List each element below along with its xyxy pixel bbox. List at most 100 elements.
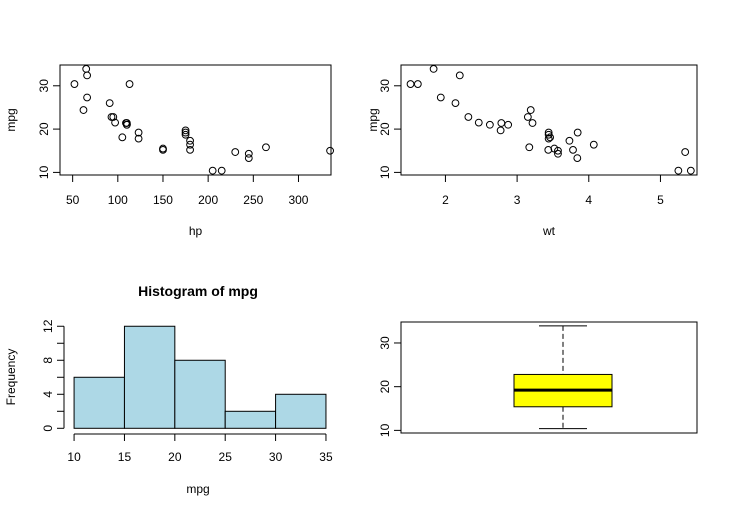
plot-frame — [400, 64, 698, 176]
data-point — [231, 148, 240, 156]
y-axis: 10 20 30 — [378, 79, 402, 179]
x-axis-title: mpg — [186, 482, 209, 496]
x-tick-label: 10 — [67, 450, 81, 464]
scatter-mpg-hp: hp mpg 50 100 150 200 250 300 10 20 30 — [4, 64, 334, 238]
data-point — [474, 118, 483, 127]
data-point — [186, 140, 194, 149]
y-axis: 0 4 8 12 — [41, 319, 65, 432]
data-point — [122, 119, 130, 127]
x-tick-label: 150 — [153, 193, 173, 207]
plot-title: Histogram of mpg — [138, 283, 258, 299]
histogram-bar — [275, 393, 327, 429]
y-axis-title: mpg — [4, 108, 18, 131]
data-point — [118, 133, 127, 142]
data-point — [134, 134, 143, 143]
data-point — [589, 140, 598, 149]
data-point — [125, 80, 134, 88]
data-point — [544, 145, 553, 154]
plot-frame — [59, 64, 332, 176]
y-axis-title: mpg — [366, 108, 380, 131]
data-point — [674, 166, 683, 175]
data-point — [244, 154, 253, 163]
data-point — [186, 136, 194, 145]
data-point — [181, 126, 190, 135]
y-tick-label: 10 — [37, 165, 51, 179]
data-point — [544, 128, 553, 137]
data-point — [83, 71, 91, 80]
data-point — [79, 106, 88, 114]
data-point — [111, 118, 120, 127]
histogram-bar — [123, 325, 176, 429]
data-point — [504, 120, 513, 129]
data-point — [451, 99, 460, 108]
y-axis-title: Frequency — [4, 349, 18, 406]
y-axis: 10 20 30 — [378, 336, 402, 437]
data-point — [105, 99, 114, 108]
x-tick-label: 4 — [585, 193, 592, 207]
data-point — [525, 143, 534, 152]
data-point — [181, 130, 190, 139]
data-point — [181, 128, 190, 137]
data-point — [523, 113, 532, 121]
scatter-mpg-wt: wt mpg 2 3 4 5 10 20 30 — [366, 64, 698, 238]
x-tick-label: 50 — [66, 193, 80, 207]
x-tick-label: 5 — [657, 193, 664, 207]
boxplot-mpg: 10 20 30 — [378, 321, 698, 437]
data-point — [544, 134, 553, 143]
x-tick-label: 25 — [219, 450, 233, 464]
data-point — [569, 145, 577, 154]
data-point — [546, 133, 554, 142]
x-axis: 50 100 150 200 250 300 — [66, 174, 309, 207]
data-point — [244, 149, 253, 158]
data-point — [485, 120, 494, 129]
y-tick-label: 20 — [37, 122, 51, 136]
data-point — [565, 136, 574, 145]
data-point — [526, 106, 535, 114]
data-point — [134, 128, 143, 137]
y-tick-label: 10 — [378, 423, 392, 437]
histogram-mpg: Histogram of mpg mpg Frequency 10 15 20 25 3… — [4, 283, 333, 496]
x-tick-label: 2 — [442, 193, 449, 207]
x-tick-label: 100 — [108, 193, 128, 207]
x-tick-label: 300 — [288, 193, 308, 207]
data-point — [326, 146, 334, 155]
x-tick-label: 250 — [243, 193, 263, 207]
y-tick-label: 30 — [37, 79, 51, 93]
x-axis-title: wt — [542, 224, 556, 238]
data-point — [455, 71, 464, 80]
data-point — [436, 93, 445, 102]
data-point — [83, 93, 91, 102]
x-tick-label: 3 — [514, 193, 521, 207]
data-point — [573, 154, 582, 163]
y-tick-label: 20 — [378, 380, 392, 394]
data-point — [497, 119, 506, 127]
histogram-bar — [174, 359, 226, 429]
x-tick-label: 15 — [118, 450, 132, 464]
data-point — [70, 80, 79, 88]
x-tick-label: 200 — [198, 193, 218, 207]
x-tick-label: 35 — [319, 450, 333, 464]
data-point — [186, 145, 194, 154]
y-tick-label: 4 — [41, 391, 55, 398]
y-tick-label: 0 — [41, 425, 55, 432]
data-point — [217, 166, 226, 175]
x-tick-label: 20 — [168, 450, 182, 464]
y-tick-label: 20 — [378, 122, 392, 136]
y-tick-label: 12 — [41, 319, 55, 333]
x-axis-title: hp — [189, 224, 203, 238]
points — [406, 64, 695, 175]
data-point — [464, 113, 473, 121]
y-tick-label: 10 — [378, 165, 392, 179]
data-point — [573, 128, 582, 137]
box — [513, 325, 613, 430]
histogram-bar — [73, 376, 125, 429]
data-point — [554, 149, 562, 158]
data-point — [159, 145, 167, 154]
data-point — [528, 119, 537, 127]
points — [70, 64, 334, 175]
data-point — [109, 113, 118, 121]
histogram-bar — [224, 410, 277, 429]
data-point — [496, 126, 505, 135]
y-tick-label: 30 — [378, 336, 392, 350]
